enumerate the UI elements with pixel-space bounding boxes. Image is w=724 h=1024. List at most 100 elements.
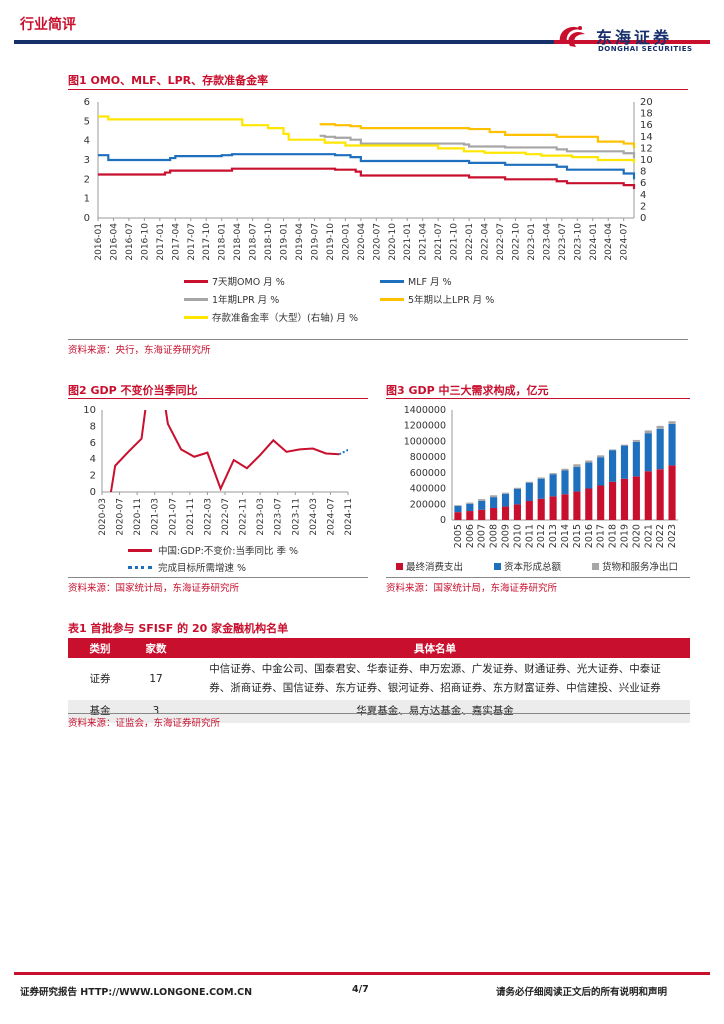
fig3-title-rule (386, 398, 690, 399)
bar-netexport (490, 495, 498, 498)
bar-capital (454, 506, 462, 513)
x-tick-label: 2018-04 (233, 223, 243, 261)
y-tick-label: 1400000 (404, 405, 446, 416)
table1-source: 资料来源：证监会，东海证券研究所 (68, 718, 221, 729)
y-tick-label-right: 0 (640, 213, 646, 224)
x-tick-label: 2017-04 (171, 223, 181, 261)
x-tick-label: 2023-07 (558, 223, 568, 261)
fig3-title: 图3 GDP 中三大需求构成，亿元 (386, 384, 549, 397)
y-tick-label-right: 4 (640, 190, 646, 201)
bar-capital (620, 445, 629, 479)
x-tick-label: 2020-07 (372, 223, 382, 261)
bar-capital (490, 497, 498, 508)
x-tick-label: 2019-01 (280, 223, 290, 261)
bar-consumption (478, 509, 486, 520)
bar-capital (609, 450, 617, 482)
bar-capital (597, 457, 605, 486)
x-tick-label: 2017 (596, 524, 607, 548)
legend-swatch-lpr5y (380, 298, 404, 301)
x-tick-label: 2023-01 (527, 223, 537, 261)
bar-netexport (466, 502, 474, 504)
legend-swatch-mlf (380, 280, 404, 283)
x-tick-label: 2022-01 (465, 223, 475, 261)
bar-capital (525, 482, 533, 501)
x-tick-label: 2010 (512, 524, 523, 548)
table-cell-list-line: 券、浙商证券、国信证券、东方证券、银河证券、招商证券、东方财富证券、中信建投、兴… (209, 682, 661, 694)
bar-consumption (525, 500, 533, 520)
x-tick-label: 2016-01 (94, 223, 104, 261)
fig3-legend: 最终消费支出 资本形成总额 货物和服务净出口 (396, 560, 690, 574)
x-tick-label: 2018 (608, 524, 619, 548)
y-tick-label-left: 3 (84, 155, 90, 166)
bar-netexport (513, 487, 521, 489)
legend-label-gdp: 中国:GDP:不变价:当季同比 季 % (158, 546, 299, 557)
table-cell-count: 3 (152, 705, 160, 717)
bar-capital (656, 428, 664, 470)
x-tick-label: 2021-10 (450, 223, 460, 261)
bar-netexport (668, 421, 676, 424)
x-tick-label: 2020-03 (98, 498, 108, 536)
bar-netexport (597, 455, 605, 458)
bar-capital (632, 441, 640, 477)
x-tick-label: 2022 (655, 524, 666, 548)
x-tick-label: 2018-10 (264, 223, 274, 261)
footer-rule (14, 972, 710, 975)
bar-capital (644, 433, 652, 472)
bar-consumption (454, 512, 462, 520)
legend-swatch-rrr (184, 316, 208, 319)
legend-swatch-gdp (128, 549, 152, 552)
header-rule-red (554, 40, 710, 44)
x-tick-label: 2020-07 (116, 498, 126, 536)
bar-capital (573, 467, 581, 492)
table-cell-list: 中信证券、中金公司、国泰君安、华泰证券、申万宏源、广发证券、财通证券、光大证券、… (180, 658, 690, 700)
legend-label-rrr: 存款准备金率（大型）(右轴) 月 % (212, 313, 358, 324)
bar-netexport (478, 499, 486, 501)
x-tick-label: 2020-01 (341, 223, 351, 261)
legend-label-lpr1y: 1年期LPR 月 % (212, 295, 280, 306)
table-cell-list: 华夏基金、易方达基金、嘉实基金 (356, 705, 514, 717)
x-tick-label: 2021-01 (403, 223, 413, 261)
x-tick-label: 2023-11 (291, 498, 301, 536)
y-tick-label: 1200000 (404, 421, 446, 432)
bar-consumption (573, 491, 581, 520)
y-tick-label-right: 16 (640, 120, 653, 131)
table-cell-count: 17 (149, 672, 163, 685)
bar-capital (513, 488, 521, 505)
x-tick-label: 2022-10 (511, 223, 521, 261)
legend-swatch-lpr1y (184, 298, 208, 301)
x-tick-label: 2008 (489, 524, 500, 548)
legend-label-lpr5y: 5年期以上LPR 月 % (408, 295, 495, 306)
series-line-0 (109, 410, 340, 492)
header-rule-navy (14, 40, 554, 44)
y-tick-label-left: 5 (84, 116, 90, 127)
x-tick-label: 2017-10 (202, 223, 212, 261)
bar-netexport (609, 449, 617, 451)
legend-label-netexport: 货物和服务净出口 (602, 562, 679, 573)
x-tick-label: 2021-04 (419, 223, 429, 261)
y-tick-label: 1000000 (404, 436, 446, 447)
fig3-source: 资料来源：国家统计局，东海证券研究所 (386, 583, 558, 594)
table1-title: 表1 首批参与 SFISF 的 20 家金融机构名单 (68, 622, 289, 635)
x-tick-label: 2018-01 (218, 223, 228, 261)
x-tick-label: 2020 (631, 524, 642, 548)
x-tick-label: 2006 (465, 524, 476, 548)
table-header-count: 家数 (132, 638, 180, 658)
x-tick-label: 2021-07 (168, 498, 178, 536)
x-tick-label: 2009 (501, 524, 512, 548)
section-title: 行业简评 (20, 17, 76, 33)
x-tick-label: 2018-07 (249, 223, 259, 261)
bar-netexport (620, 444, 629, 446)
y-tick-label-left: 0 (84, 213, 90, 224)
y-tick-label-right: 20 (640, 97, 653, 108)
legend-label-omo: 7天期OMO 月 % (212, 277, 285, 288)
fig2-title: 图2 GDP 不变价当季同比 (68, 384, 198, 397)
bar-capital (561, 470, 569, 495)
x-tick-label: 2014 (560, 524, 571, 548)
x-tick-label: 2020-11 (133, 498, 143, 536)
bar-consumption (620, 478, 629, 520)
x-tick-label: 2016 (584, 524, 595, 548)
x-tick-label: 2023-03 (256, 498, 266, 536)
y-tick-label: 10 (83, 405, 96, 416)
y-tick-label-right: 12 (640, 143, 653, 154)
x-tick-label: 2024-03 (309, 498, 319, 536)
